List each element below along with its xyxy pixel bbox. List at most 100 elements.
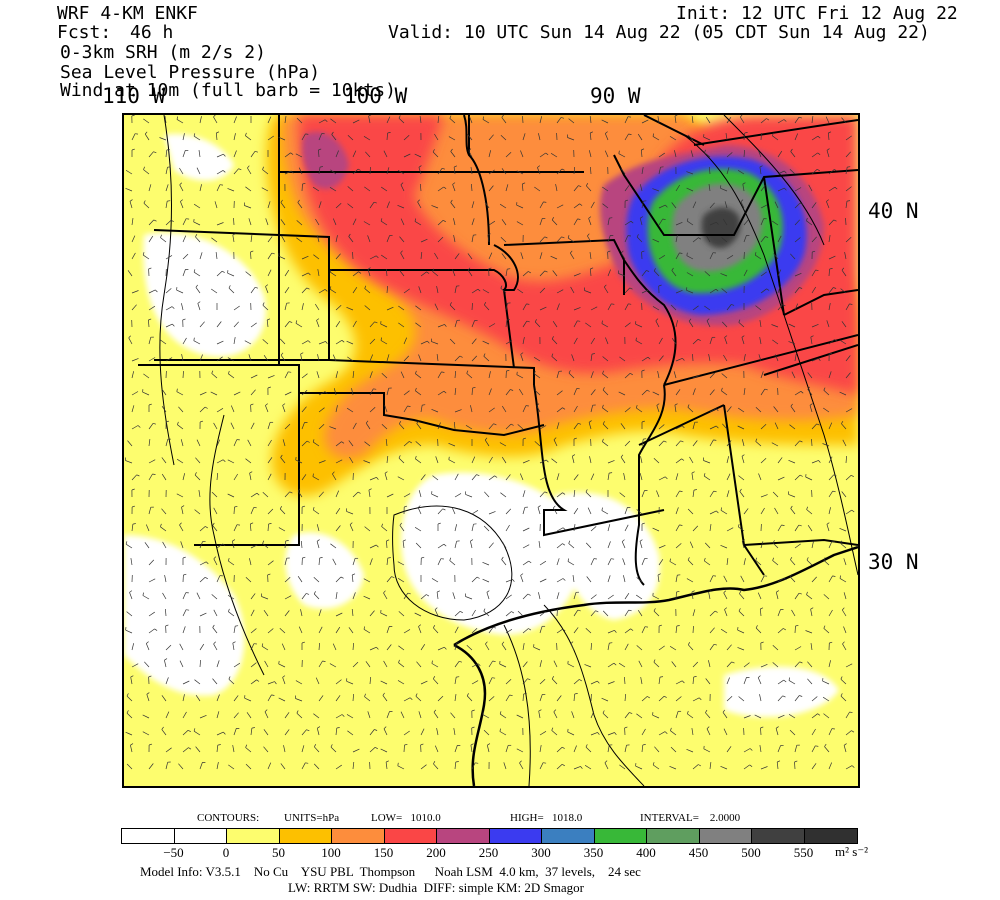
wind-barb bbox=[573, 307, 581, 311]
wind-barb bbox=[199, 561, 207, 566]
wind-barb bbox=[601, 510, 609, 515]
wind-barb bbox=[330, 118, 337, 124]
wind-barb bbox=[709, 202, 715, 209]
wind-barb bbox=[538, 711, 541, 719]
wind-barb bbox=[403, 629, 411, 634]
wind-barb bbox=[216, 340, 224, 345]
wind-barb bbox=[760, 663, 768, 668]
wind-barb bbox=[296, 220, 303, 226]
wind-barb-flag bbox=[629, 712, 633, 714]
wind-barb bbox=[567, 561, 575, 566]
wind-barb bbox=[692, 625, 694, 634]
wind-barb bbox=[692, 375, 700, 379]
wind-barb-flag bbox=[741, 454, 745, 457]
wind-barb bbox=[522, 507, 526, 515]
wind-barb-flag bbox=[506, 369, 510, 372]
wind-barb bbox=[522, 271, 529, 277]
wind-barb bbox=[743, 662, 750, 668]
wind-barb-flag bbox=[212, 624, 215, 628]
wind-barb bbox=[811, 269, 816, 277]
wind-barb bbox=[692, 490, 695, 498]
wind-barb-flag bbox=[234, 505, 238, 508]
wind-barb-flag bbox=[810, 607, 814, 610]
wind-barb bbox=[313, 763, 320, 770]
wind-barb-flag bbox=[470, 539, 474, 542]
wind-barb bbox=[589, 252, 592, 260]
wind-barb-flag bbox=[179, 522, 182, 526]
wind-barb bbox=[363, 629, 371, 634]
wind-barb bbox=[434, 252, 439, 260]
wind-barb bbox=[483, 611, 490, 617]
wind-barb bbox=[686, 187, 694, 192]
wind-barb bbox=[176, 458, 184, 464]
wind-barb bbox=[708, 354, 711, 362]
wind-barb bbox=[845, 372, 851, 379]
wind-barb-flag bbox=[551, 727, 554, 731]
wind-barb-flag bbox=[817, 135, 821, 139]
wind-barb bbox=[313, 441, 320, 447]
wind-barb-flag bbox=[131, 115, 135, 117]
wind-barb bbox=[263, 746, 269, 753]
wind-barb bbox=[822, 696, 830, 702]
wind-barb bbox=[805, 476, 813, 481]
wind-barb bbox=[827, 132, 830, 141]
wind-barb bbox=[499, 663, 507, 668]
wind-barb bbox=[706, 728, 711, 736]
wind-barb bbox=[316, 371, 320, 379]
wind-barb bbox=[318, 557, 321, 566]
wind-barb-flag bbox=[415, 387, 417, 391]
wind-barb bbox=[704, 152, 711, 158]
wind-barb bbox=[403, 135, 410, 141]
wind-barb bbox=[148, 423, 154, 430]
wind-barb bbox=[522, 678, 528, 685]
wind-barb-flag bbox=[280, 352, 284, 356]
wind-barb bbox=[522, 459, 530, 464]
wind-barb bbox=[533, 646, 541, 651]
wind-barb bbox=[267, 457, 273, 464]
wind-barb bbox=[692, 201, 697, 209]
wind-barb-flag bbox=[703, 473, 706, 477]
wind-barb bbox=[213, 422, 218, 430]
wind-barb-flag bbox=[604, 760, 608, 763]
wind-barb bbox=[196, 439, 201, 447]
wind-barb bbox=[692, 353, 694, 362]
wind-barb bbox=[437, 543, 445, 549]
wind-barb bbox=[760, 118, 767, 124]
wind-barb bbox=[250, 322, 257, 328]
wind-barb-flag bbox=[585, 183, 589, 186]
wind-barb bbox=[216, 184, 221, 192]
wind-barb bbox=[454, 286, 457, 294]
wind-barb-flag bbox=[783, 577, 787, 581]
colorbar-tick-label: 300 bbox=[531, 845, 551, 860]
wind-barb bbox=[845, 509, 852, 515]
wind-barb bbox=[216, 459, 224, 464]
wind-barb bbox=[811, 323, 819, 328]
wind-barb bbox=[537, 507, 541, 515]
wind-barb bbox=[436, 592, 439, 600]
wind-barb bbox=[195, 457, 201, 464]
wind-barb-flag bbox=[652, 133, 655, 137]
wind-barb-flag bbox=[697, 338, 701, 342]
wind-barb bbox=[386, 576, 392, 583]
wind-barb bbox=[262, 169, 269, 175]
srh-band-500-plus bbox=[701, 207, 741, 249]
wind-barb bbox=[414, 221, 422, 226]
wind-barb bbox=[539, 611, 546, 617]
wind-barb bbox=[364, 526, 371, 532]
wind-barb bbox=[704, 475, 711, 481]
wind-barb-flag bbox=[449, 302, 452, 306]
wind-barb bbox=[602, 610, 609, 617]
wind-barb-flag bbox=[312, 439, 315, 443]
colorbar-tick-label: 500 bbox=[741, 845, 761, 860]
wind-barb bbox=[346, 340, 354, 345]
forecast-label: Fcst: bbox=[57, 22, 112, 43]
wind-barb bbox=[675, 524, 680, 532]
wind-barb bbox=[216, 543, 223, 549]
colorbar-unit: m² s⁻² bbox=[835, 844, 869, 859]
wind-barb bbox=[828, 490, 833, 498]
wind-barb-flag bbox=[358, 271, 362, 274]
wind-barb bbox=[403, 697, 411, 702]
wind-barb-flag bbox=[798, 116, 803, 119]
wind-barb-flag bbox=[324, 391, 328, 394]
wind-barb bbox=[180, 439, 184, 447]
